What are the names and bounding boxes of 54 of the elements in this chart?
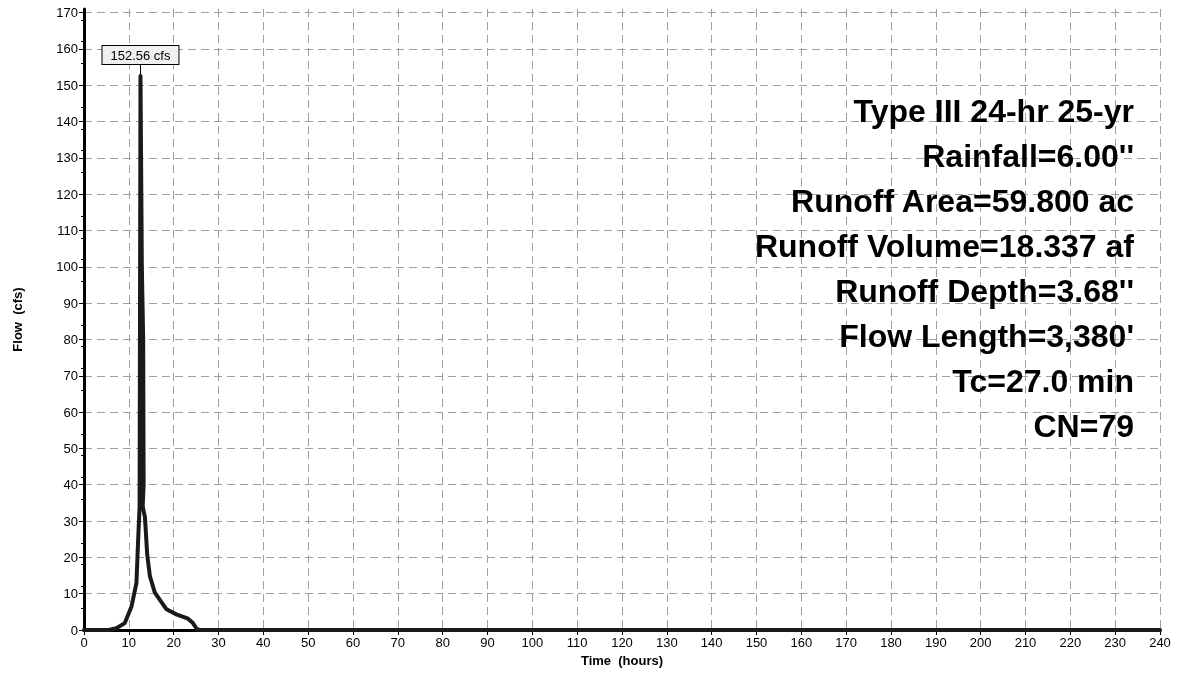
x-tick-label: 130 [655,635,678,650]
y-tick-label: 60 [63,404,78,420]
y-tick-label: 80 [63,331,78,347]
x-tick-label: 80 [435,635,450,650]
annotation: CN=79 [1033,408,1134,444]
x-tick-label: 160 [790,635,813,650]
x-tick-label: 230 [1104,635,1127,650]
y-tick-label: 0 [70,622,78,638]
y-tick-label: 50 [63,440,78,456]
x-tick-label: 30 [211,635,226,650]
x-tick-label: 100 [521,635,544,650]
annotation: Tc=27.0 min [952,363,1134,399]
x-tick-label: 150 [745,635,768,650]
annotation: Runoff Volume=18.337 af [754,228,1135,264]
annotation: Runoff Depth=3.68'' [835,273,1134,309]
x-tick-label: 0 [80,635,88,650]
x-tick-label: 240 [1149,635,1171,650]
y-tick-label: 170 [56,5,78,21]
y-tick-label: 70 [63,368,78,384]
x-tick-label: 110 [566,635,588,650]
y-tick-label: 20 [63,549,78,565]
x-tick-label: 70 [390,635,406,650]
annotation: Rainfall=6.00'' [922,138,1134,174]
x-tick-label: 140 [700,635,723,650]
annotation: Flow Length=3,380' [839,318,1134,354]
annotation: Runoff Area=59.800 ac [791,183,1134,219]
y-tick-label: 120 [56,186,78,202]
x-tick-label: 120 [611,635,633,650]
annotation: 152.56 cfs [110,47,171,63]
y-tick-label: 110 [57,223,78,239]
y-tick-label: 160 [56,41,78,57]
y-tick-label: 150 [56,77,78,93]
y-tick-label: 40 [63,477,78,493]
x-tick-label: 50 [300,635,316,650]
x-tick-label: 10 [121,635,137,650]
x-tick-label: 190 [924,635,947,650]
y-tick-label: 10 [63,586,78,602]
y-axis-title: Flow (cfs) [10,287,25,352]
y-tick-label: 100 [56,259,78,275]
annotation: Type III 24-hr 25-yr [853,93,1134,129]
x-tick-label: 220 [1059,635,1082,650]
y-tick-label: 140 [56,114,78,130]
x-tick-label: 90 [480,635,495,650]
x-tick-label: 210 [1014,635,1037,650]
x-axis-title: Time (hours) [580,652,664,668]
x-tick-label: 40 [256,635,271,650]
x-tick-label: 200 [969,635,992,650]
x-tick-label: 180 [880,635,902,650]
y-tick-label: 130 [56,150,78,166]
x-tick-label: 60 [345,635,361,650]
x-tick-label: 170 [835,635,858,650]
y-tick-label: 90 [63,295,78,311]
y-tick-label: 30 [63,513,78,529]
x-tick-label: 20 [166,635,181,650]
